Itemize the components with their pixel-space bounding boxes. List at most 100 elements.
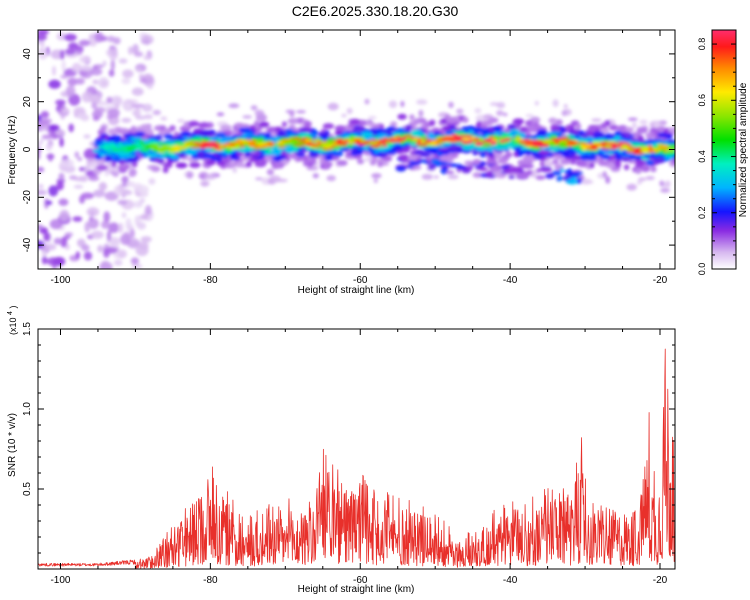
heat-cell xyxy=(575,123,582,130)
heat-cell xyxy=(313,143,322,146)
heat-cell xyxy=(446,170,455,175)
heat-cell xyxy=(498,157,508,164)
snr-scale-exponent: 4 xyxy=(7,311,14,315)
heat-cell xyxy=(147,83,153,90)
heat-cell xyxy=(400,100,405,108)
heat-cell xyxy=(237,140,247,143)
snr-scale-label: (x10 4 ) xyxy=(7,306,18,335)
heat-cell xyxy=(121,188,130,196)
heat-cell xyxy=(567,143,574,146)
heat-cell xyxy=(525,114,534,118)
heat-cell xyxy=(151,152,157,158)
heat-cell xyxy=(507,124,517,130)
heat-cell xyxy=(137,144,144,148)
heat-cell xyxy=(445,117,458,124)
heat-cell xyxy=(496,110,504,116)
heat-cell xyxy=(657,146,669,150)
heat-cell xyxy=(667,151,675,156)
colorbar-tick-label: 0.6 xyxy=(697,94,707,107)
heat-cell xyxy=(135,115,147,120)
heat-cell xyxy=(122,69,134,78)
heat-cell xyxy=(149,144,157,147)
heat-cell xyxy=(59,209,70,222)
heat-cell xyxy=(525,120,533,126)
heat-cell xyxy=(216,112,225,117)
heat-cell xyxy=(582,180,594,184)
heat-cell xyxy=(130,125,137,132)
y-tick-label: -40 xyxy=(22,237,33,252)
heat-cell xyxy=(215,132,227,138)
heat-cell xyxy=(132,156,139,162)
heat-cell xyxy=(264,155,271,162)
heat-cell xyxy=(626,183,637,191)
heat-cell xyxy=(83,134,91,139)
heat-cell xyxy=(65,85,76,97)
heat-cell xyxy=(486,170,493,176)
spectrogram-y-label: Frequency (Hz) xyxy=(7,116,18,185)
heat-cell xyxy=(129,228,135,239)
heat-cell xyxy=(371,173,382,179)
heat-cell xyxy=(92,116,100,121)
heat-cell xyxy=(427,164,436,171)
heat-cell xyxy=(204,173,217,180)
heat-cell xyxy=(64,48,76,55)
heat-cell xyxy=(499,139,506,143)
heat-cell xyxy=(255,145,262,149)
heat-cell xyxy=(199,129,212,136)
heat-cell xyxy=(258,121,270,128)
heat-cell xyxy=(448,138,456,141)
heat-cell xyxy=(565,140,575,143)
heat-cell xyxy=(104,156,112,162)
heat-cell xyxy=(150,166,161,172)
y-tick-label: 40 xyxy=(22,48,33,60)
heat-cell xyxy=(220,124,232,131)
heat-cell xyxy=(461,137,471,141)
snr-x-ticks: -100 -80 -60 -40 -20 xyxy=(50,329,668,586)
heat-cell xyxy=(494,145,506,151)
heat-cell xyxy=(585,146,594,150)
heat-cell xyxy=(41,249,48,257)
heat-cell xyxy=(423,147,436,152)
colorbar-gradient xyxy=(711,29,737,270)
heat-cell xyxy=(38,142,43,147)
heat-cell xyxy=(610,166,621,172)
heat-cell xyxy=(79,195,85,204)
heat-cell xyxy=(525,150,532,156)
x-tick-label: -80 xyxy=(203,575,218,586)
heat-cell xyxy=(88,218,99,229)
heat-cell xyxy=(388,100,398,109)
heat-cell xyxy=(429,120,435,127)
heat-cell xyxy=(373,178,378,184)
heat-cell xyxy=(179,125,191,132)
heat-cell xyxy=(225,148,233,153)
heat-cell xyxy=(90,67,103,76)
heat-cell xyxy=(163,147,172,150)
heat-cell xyxy=(117,152,127,157)
heat-cell xyxy=(409,114,415,121)
heat-cell xyxy=(586,155,597,161)
heat-cell xyxy=(341,113,347,118)
heat-cell xyxy=(98,182,108,191)
heat-cell xyxy=(101,81,108,86)
x-tick-label: -40 xyxy=(503,575,518,586)
heat-cell xyxy=(61,60,66,72)
heat-cell xyxy=(561,176,571,180)
heat-cell xyxy=(140,236,152,243)
heat-cell xyxy=(479,167,489,172)
heat-cell xyxy=(418,109,424,118)
heat-cell xyxy=(416,99,428,105)
heat-cell xyxy=(601,122,608,129)
heat-cell xyxy=(570,158,576,165)
heat-cell xyxy=(517,173,529,179)
heat-cell xyxy=(474,141,485,145)
heat-cell xyxy=(38,184,44,189)
heat-cell xyxy=(654,158,665,164)
heat-cell xyxy=(294,142,306,145)
heat-cell xyxy=(290,139,299,142)
heat-cell xyxy=(598,143,607,147)
heat-cell xyxy=(107,35,115,43)
heat-cell xyxy=(552,158,559,165)
heat-cell xyxy=(110,95,123,107)
heat-cell xyxy=(250,152,261,158)
heat-cell xyxy=(112,148,123,152)
